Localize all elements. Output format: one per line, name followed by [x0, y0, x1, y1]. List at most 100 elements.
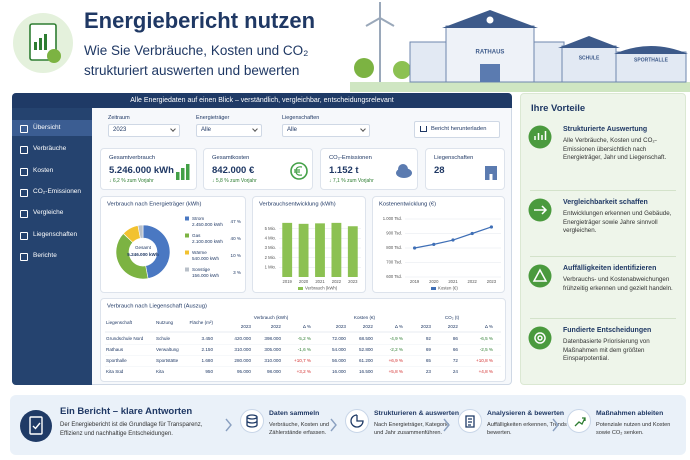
table-header: Fläche (m²): [190, 320, 214, 325]
table-header: Nutzung: [156, 320, 174, 325]
filter-box[interactable]: [282, 124, 370, 137]
icon-glyph: [534, 131, 547, 140]
y-tick-label: 800 Tsd.: [386, 245, 402, 250]
table-header: Liegenschaft: [106, 320, 133, 325]
kpi-icon: [176, 164, 190, 180]
icon-bar: [186, 164, 190, 180]
advantage-title: Vergleichbarkeit schaffen: [563, 199, 648, 206]
table-cell: 16.500: [359, 369, 373, 374]
advantage-icon: [528, 198, 552, 222]
advantage-title: Auffälligkeiten identifizieren: [563, 265, 657, 272]
table-subheader: 2023: [421, 324, 432, 329]
legend-label: Strom: [192, 216, 204, 221]
icon-circle: [528, 125, 552, 149]
table-cell: 56.000: [332, 358, 346, 363]
step-chevron: [330, 418, 337, 432]
line-point: [413, 246, 417, 250]
table: Verbrauch nach Liegenschaft (Auszug) Lieg…: [105, 304, 501, 374]
x-tick-label: 2021: [315, 279, 325, 284]
value-label: 40 %: [231, 236, 241, 241]
sidebar-icon: [20, 167, 28, 176]
step-icon: [567, 409, 591, 433]
wing: [409, 41, 449, 83]
legend-swatch: [298, 287, 303, 290]
line-point: [432, 242, 436, 246]
legend-label: Sonstige: [192, 267, 210, 272]
legend-label: Wärme: [192, 250, 207, 255]
icon-check: [32, 422, 41, 430]
y-tick-label: 5 Mio.: [265, 226, 276, 231]
x-tick-label: 2020: [429, 279, 439, 284]
table-cell: Schule: [156, 336, 170, 341]
table-cell: 305.000: [264, 347, 281, 352]
sidebar-item: Vergleiche: [33, 209, 64, 217]
pie-slice: [142, 224, 171, 279]
filter-value: Alle: [201, 127, 212, 133]
chevron: [443, 418, 450, 432]
line: [414, 226, 492, 249]
table-cell: Grundschule Nord: [106, 336, 144, 341]
legend-label: Kosten (€): [438, 286, 458, 291]
icon-circle: [20, 410, 52, 442]
step-text: Potenziale nutzen und Kosten sowie CO₂ s…: [596, 422, 671, 436]
value-label: 10 %: [231, 253, 241, 258]
sidebar-icon: [20, 252, 28, 261]
sidebar-icon: [20, 125, 28, 133]
legend-kwh: 156.000 kWh: [192, 273, 220, 278]
table-card: Verbrauch nach Liegenschaft (Auszug) Lieg…: [100, 298, 506, 382]
chart: Kostenentwicklung (€) 600 Tsd. 700 Tsd. 800…: [379, 202, 501, 291]
icon-bar: [44, 34, 47, 50]
table-group-header: CO₂ (t): [445, 315, 460, 320]
table-cell: +10,8 %: [476, 358, 493, 363]
filter-box[interactable]: [196, 124, 262, 137]
icon-circle: [458, 409, 482, 433]
filter-label: Energieträger: [196, 115, 230, 121]
icon-circle: [528, 264, 552, 288]
legend-swatch: [185, 267, 189, 272]
step-title: Analysieren & bewerten: [487, 410, 565, 417]
table-cell: 61.200: [359, 358, 373, 363]
sporthalle: [615, 51, 687, 83]
legend-swatch: [431, 287, 436, 290]
line-point: [451, 238, 455, 242]
advantage-text: Entwicklungen erkennen und Gebäude, Ener…: [563, 210, 672, 235]
x-tick-label: 2021: [448, 279, 458, 284]
table-cell: 310.000: [234, 347, 251, 352]
download-button[interactable]: [414, 121, 500, 138]
table-cell: 54.000: [332, 347, 346, 352]
x-tick-label: 2023: [487, 279, 497, 284]
kpi-icon: [485, 166, 497, 180]
filter-box[interactable]: [108, 124, 180, 137]
sidebar-icon: [20, 210, 28, 219]
value-label: 47 %: [231, 219, 241, 224]
kpi-label: CO₂-Emissionen: [329, 155, 372, 161]
kpi-icon: [396, 164, 412, 178]
table-cell: 69: [426, 347, 432, 352]
y-tick-label: 1 Mio.: [265, 264, 276, 269]
advantage-text: Datenbasierte Priorisierung von Maßnahme…: [563, 338, 650, 363]
advantage-text: Alle Verbräuche, Kosten und CO₂-Emission…: [563, 137, 667, 162]
kpi-label: Liegenschaften: [434, 155, 474, 161]
y-tick-label: 900 Tsd.: [386, 231, 402, 236]
kpi-card: Liegenschaften 28: [425, 148, 505, 190]
table-cell: 98.000: [267, 369, 281, 374]
sidebar-icon: [20, 146, 28, 155]
table-subheader: 2022: [271, 324, 282, 329]
icon-doc: [29, 416, 43, 435]
center-value: 5.246.000 kWh: [127, 252, 159, 257]
sidebar-item: Berichte: [33, 251, 57, 259]
chart-card: Kostenentwicklung (€) 600 Tsd. 700 Tsd. 800…: [372, 196, 505, 293]
icon-circle: [567, 409, 591, 433]
x-tick-label: 2022: [332, 279, 342, 284]
kpi-value: 28: [434, 165, 445, 176]
sidebar-icon: [20, 231, 28, 240]
filter-value: Alle: [287, 127, 298, 133]
clock: [485, 15, 495, 25]
table-cell: 66: [453, 347, 459, 352]
tree: [354, 58, 374, 78]
bar: [282, 222, 293, 277]
building-label: SPORTHALLE: [634, 57, 669, 63]
step-title: Maßnahmen ableiten: [596, 410, 664, 417]
table-subheader: 2023: [336, 324, 347, 329]
building-label: RATHAUS: [476, 50, 505, 56]
